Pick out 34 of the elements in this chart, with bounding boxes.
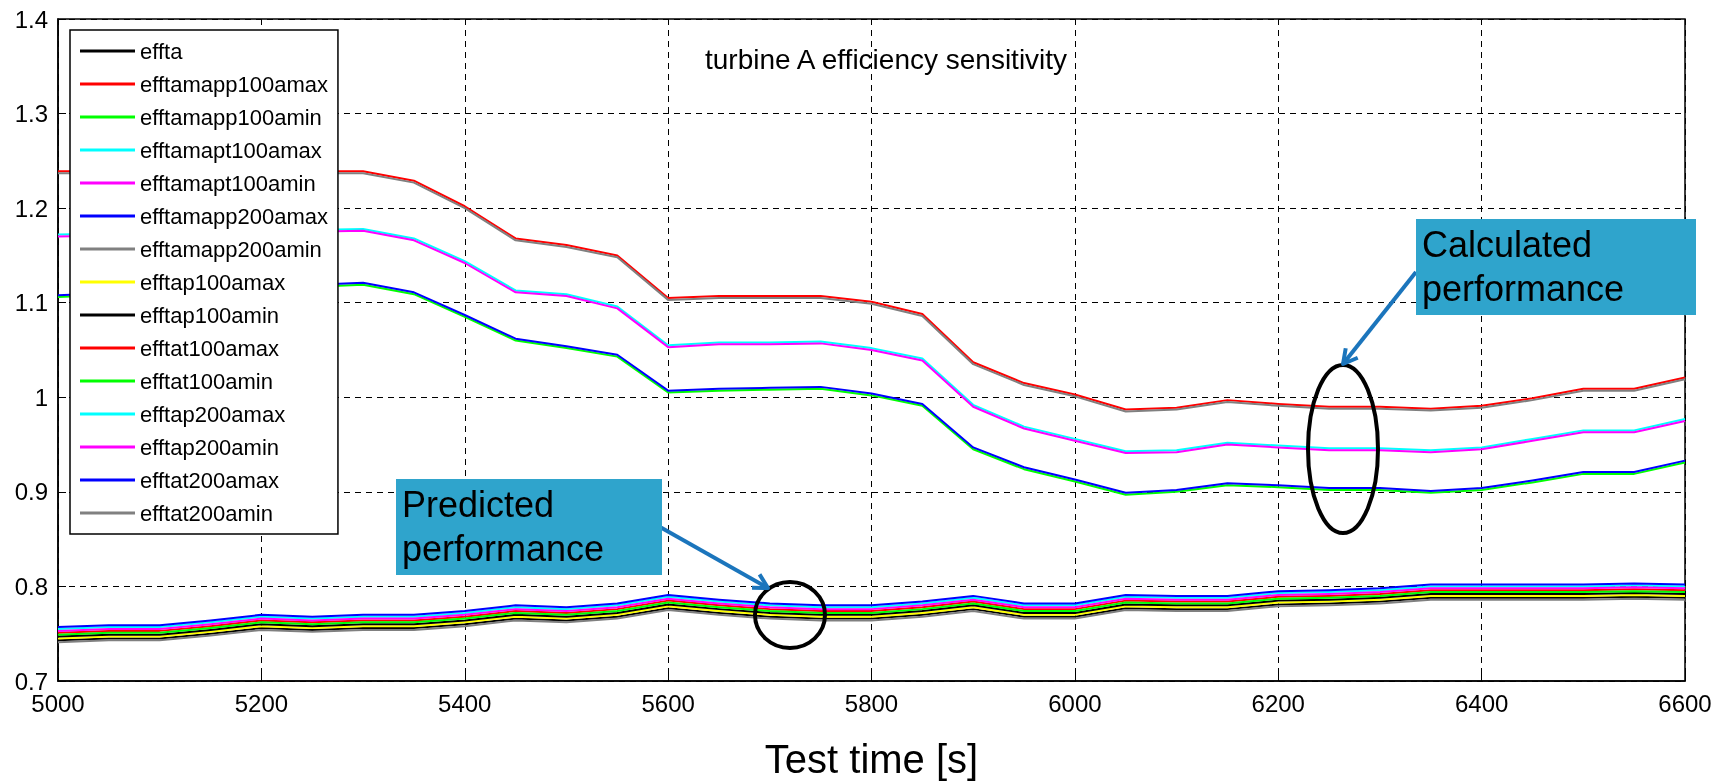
legend-label: efftamapp100amin (140, 104, 322, 130)
x-tick-label: 6200 (1251, 689, 1305, 717)
legend-label: efftap100amin (140, 302, 280, 328)
x-tick-label: 5600 (641, 689, 695, 717)
y-tick-label: 1.2 (14, 194, 48, 222)
legend-label: efftap200amax (140, 401, 286, 427)
x-tick-label: 6400 (1454, 689, 1509, 717)
y-tick-label: 1.3 (14, 100, 48, 128)
legend-label: efftamapp100amax (140, 71, 328, 97)
y-tick-label: 1 (34, 383, 48, 411)
x-tick-label: 6000 (1048, 689, 1102, 717)
y-tick-label: 0.9 (14, 478, 48, 506)
y-tick-label: 1.1 (14, 289, 48, 317)
legend-label: efftat200amin (140, 500, 273, 526)
legend-label: effta (140, 38, 184, 64)
text: turbine A efficiency sensitivity (705, 43, 1068, 75)
legend-label: efftamapp200amax (140, 203, 328, 229)
legend-label: efftamapp200amin (140, 236, 322, 262)
x-tick-label: 5200 (234, 689, 289, 717)
legend-label: efftamapt100amin (140, 170, 316, 196)
x-tick-label: 6600 (1658, 689, 1712, 717)
legend-label: efftamapt100amax (140, 137, 322, 163)
annotation: Predicted performance (396, 479, 662, 575)
y-tick-label: 1.4 (14, 5, 48, 33)
x-tick-label: 5800 (844, 689, 899, 717)
x-tick-label: 5400 (438, 689, 492, 717)
x-axis-title: Test time [s] (764, 737, 979, 781)
legend-label: efftat100amax (140, 335, 280, 361)
y-tick-label: 0.8 (14, 572, 48, 600)
legend-label: efftap200amin (140, 434, 280, 460)
legend-label: efftat200amax (140, 467, 280, 493)
legend-label: efftap100amax (140, 269, 286, 295)
legend-label: efftat100amin (140, 368, 273, 394)
annotation: Calculated performance (1416, 219, 1696, 315)
